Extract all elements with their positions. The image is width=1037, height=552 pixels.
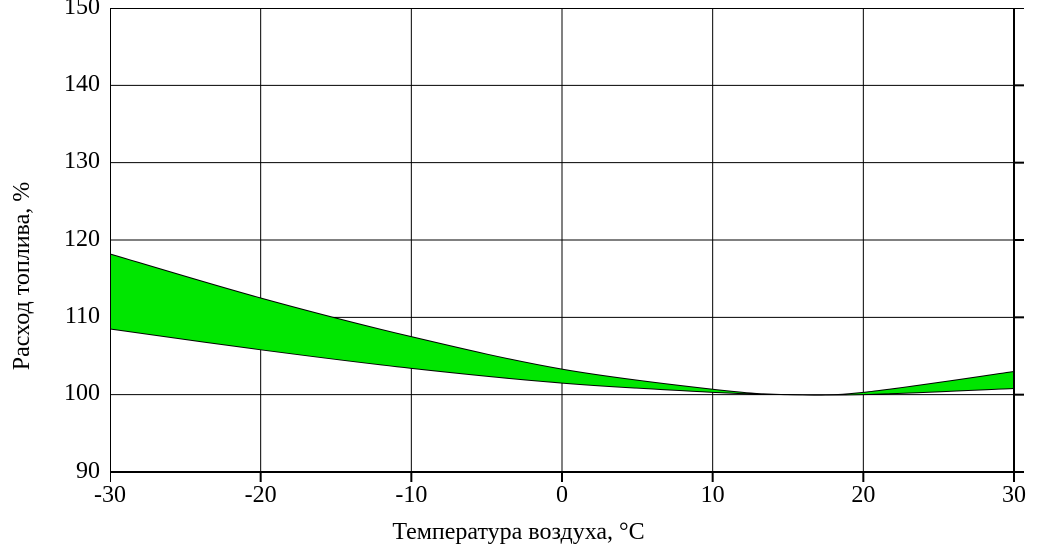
x-tick-label: -20 [245, 482, 277, 509]
y-tick-label: 130 [64, 148, 100, 175]
chart-container: Расход топлива, % Температура воздуха, °… [0, 0, 1037, 552]
y-tick-label: 90 [76, 458, 100, 485]
y-axis-label: Расход топлива, % [9, 182, 36, 370]
y-tick-label: 110 [65, 303, 100, 330]
x-tick-label: -30 [94, 482, 126, 509]
y-tick-label: 150 [64, 0, 100, 21]
x-tick-label: 30 [1002, 482, 1026, 509]
plot-area [110, 8, 1014, 472]
x-tick-label: 10 [701, 482, 725, 509]
chart-svg [110, 8, 1025, 483]
x-tick-label: -10 [395, 482, 427, 509]
x-tick-label: 20 [851, 482, 875, 509]
y-tick-label: 120 [64, 226, 100, 253]
y-tick-label: 100 [64, 380, 100, 407]
x-axis-label: Температура воздуха, °C [392, 519, 644, 546]
y-tick-label: 140 [64, 71, 100, 98]
x-tick-label: 0 [556, 482, 568, 509]
